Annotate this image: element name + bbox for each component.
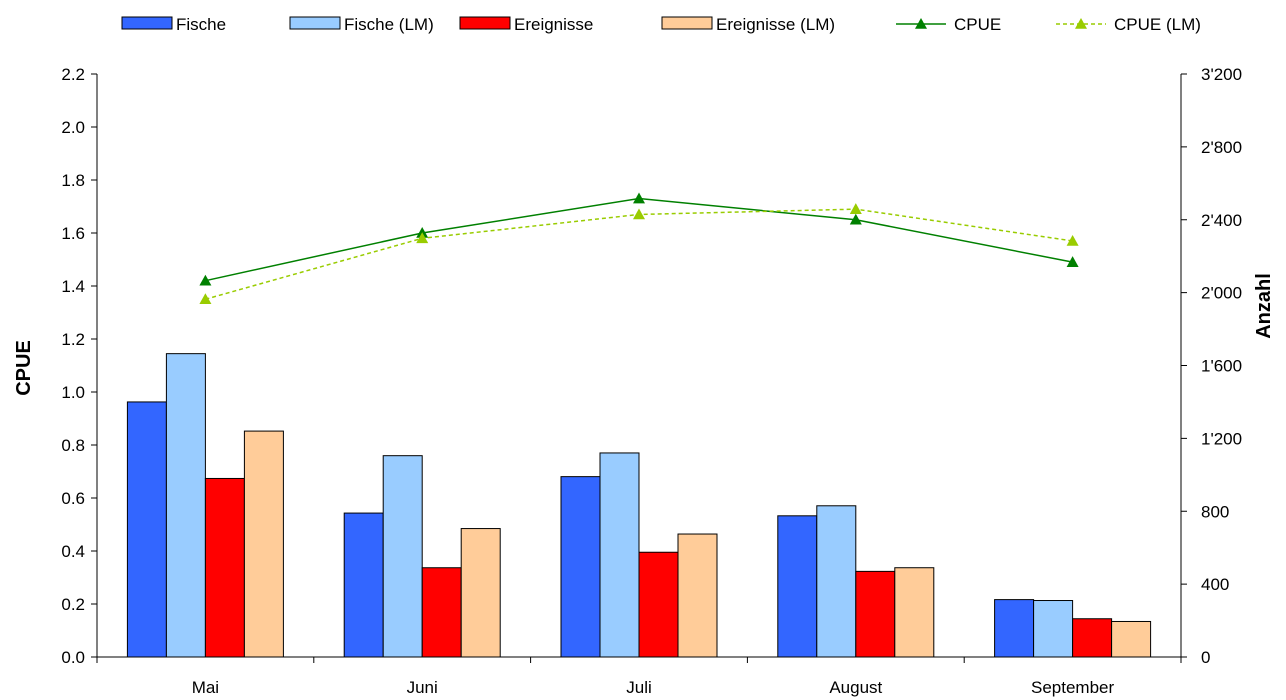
y-tick-label: 0.4 xyxy=(61,542,85,561)
y-tick-label: 0.2 xyxy=(61,595,85,614)
bar-group xyxy=(126,353,1152,658)
y2-tick-label: 3'200 xyxy=(1201,65,1242,84)
legend: Fische Fische (LM) Ereignisse Ereignisse (L… xyxy=(121,15,1201,34)
bar-fische-lm xyxy=(599,452,640,658)
y2-tick-label: 1'600 xyxy=(1201,357,1242,376)
legend-fische-lm-label: Fische (LM) xyxy=(344,15,434,34)
legend-fische-swatch xyxy=(121,16,173,30)
legend-ereignisse-swatch xyxy=(459,16,511,30)
marker-cpue xyxy=(199,274,212,286)
bar-ereignisse xyxy=(421,567,462,658)
bar-ereignisse-lm xyxy=(1111,620,1152,658)
bar-fische-lm xyxy=(382,455,423,658)
bar-fische xyxy=(126,401,167,658)
bar-fische xyxy=(994,599,1035,658)
bar-ereignisse xyxy=(855,570,896,658)
bar-ereignisse-lm xyxy=(243,430,284,658)
line-cpue-lm xyxy=(205,208,1073,300)
legend-cpue-lm-marker xyxy=(1075,18,1087,29)
y-tick-label: 0.0 xyxy=(61,648,85,667)
marker-cpue-lm xyxy=(633,208,645,220)
legend-fische-label: Fische xyxy=(176,15,226,34)
bar-fische xyxy=(343,512,384,658)
axes: 0.0 0.2 0.4 0.6 0.8 1.0 1.2 1.4 1.6 1.8 2.0 2.2 0 400… xyxy=(61,65,1242,697)
legend-fische-lm-swatch xyxy=(289,16,341,30)
legend-cpue-lm-label: CPUE (LM) xyxy=(1114,15,1201,34)
marker-cpue-lm xyxy=(1066,234,1079,246)
marker-cpue xyxy=(849,213,862,225)
marker-cpue-lm xyxy=(199,293,212,305)
bar-fische-lm xyxy=(165,353,206,658)
y2-tick-label: 0 xyxy=(1201,648,1210,667)
y-tick-label: 0.6 xyxy=(61,489,85,508)
y-axis-title: CPUE xyxy=(13,340,35,396)
bar-fische-lm xyxy=(1033,600,1074,658)
x-tick-label: September xyxy=(1031,678,1114,697)
y-tick-label: 1.6 xyxy=(61,224,85,243)
bar-ereignisse xyxy=(1072,618,1113,658)
x-tick-label: August xyxy=(829,678,882,697)
legend-ereignisse-lm-label: Ereignisse (LM) xyxy=(716,15,835,34)
marker-cpue-lm xyxy=(849,203,862,214)
marker-cpue-lm xyxy=(416,232,429,244)
y2-axis-title: Anzahl xyxy=(1253,273,1275,339)
y2-tick-label: 400 xyxy=(1201,575,1229,594)
bar-ereignisse xyxy=(638,551,679,658)
legend-cpue-label: CPUE xyxy=(954,15,1001,34)
y-tick-label: 1.2 xyxy=(61,330,85,349)
legend-cpue-marker xyxy=(915,18,927,29)
y2-tick-label: 800 xyxy=(1201,502,1229,521)
y2-tick-label: 2'000 xyxy=(1201,284,1242,303)
marker-cpue xyxy=(633,192,645,204)
y-tick-label: 1.0 xyxy=(61,383,85,402)
legend-ereignisse-label: Ereignisse xyxy=(514,15,593,34)
y2-tick-label: 1'200 xyxy=(1201,429,1242,448)
marker-cpue xyxy=(1066,256,1079,267)
legend-ereignisse-lm-swatch xyxy=(661,16,713,30)
bar-ereignisse-lm xyxy=(894,567,935,658)
y-tick-label: 2.0 xyxy=(61,118,85,137)
bar-fische-lm xyxy=(816,505,857,658)
bar-fische xyxy=(777,515,818,658)
y-tick-label: 1.4 xyxy=(61,277,85,296)
x-tick-label: Juli xyxy=(626,678,652,697)
bar-fische xyxy=(560,476,601,658)
x-tick-label: Mai xyxy=(192,678,219,697)
bar-ereignisse xyxy=(204,477,245,658)
y-tick-label: 0.8 xyxy=(61,436,85,455)
x-tick-label: Juni xyxy=(407,678,438,697)
y-tick-label: 1.8 xyxy=(61,171,85,190)
y2-tick-label: 2'800 xyxy=(1201,138,1242,157)
line-group xyxy=(199,192,1079,305)
bar-ereignisse-lm xyxy=(460,528,501,658)
bar-ereignisse-lm xyxy=(677,533,718,658)
y-tick-label: 2.2 xyxy=(61,65,85,84)
y2-tick-label: 2'400 xyxy=(1201,211,1242,230)
